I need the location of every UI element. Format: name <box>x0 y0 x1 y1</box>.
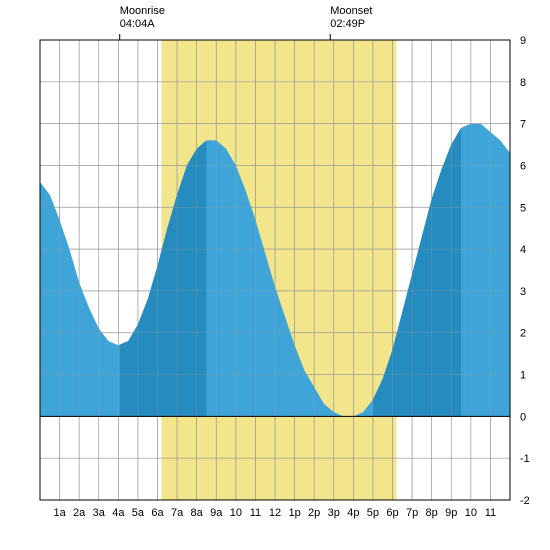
x-tick-label: 11 <box>250 507 261 519</box>
x-tick-label: 5p <box>367 507 379 519</box>
x-tick-label: 7p <box>406 507 418 519</box>
x-tick-label: 10 <box>465 507 477 519</box>
y-tick-label: 6 <box>520 160 526 172</box>
y-tick-label: 0 <box>520 411 526 423</box>
moonrise-label: Moonrise <box>120 5 165 17</box>
x-tick-label: 9a <box>210 507 223 519</box>
y-tick-label: 3 <box>520 286 526 298</box>
y-tick-label: 7 <box>520 119 526 131</box>
x-tick-label: 3a <box>93 507 106 519</box>
tide-chart: 1a2a3a4a5a6a7a8a9a1011121p2p3p4p5p6p7p8p… <box>0 0 550 550</box>
x-tick-label: 1p <box>288 507 300 519</box>
x-tick-label: 1a <box>53 507 66 519</box>
y-tick-label: 9 <box>520 35 526 47</box>
y-tick-label: -1 <box>520 453 530 465</box>
x-tick-label: 8p <box>426 507 438 519</box>
y-tick-label: 4 <box>520 244 526 256</box>
x-tick-label: 8a <box>191 507 204 519</box>
y-tick-label: -2 <box>520 495 530 507</box>
x-tick-label: 2p <box>308 507 320 519</box>
x-tick-label: 7a <box>171 507 184 519</box>
x-tick-label: 11 <box>485 507 496 519</box>
y-tick-label: 5 <box>520 202 526 214</box>
x-tick-label: 6a <box>151 507 164 519</box>
x-tick-label: 6p <box>386 507 398 519</box>
moonset-label: Moonset <box>330 5 372 17</box>
moonset-time: 02:49P <box>330 18 365 30</box>
x-tick-label: 10 <box>230 507 242 519</box>
x-tick-label: 5a <box>132 507 145 519</box>
x-tick-label: 12 <box>269 507 281 519</box>
tide-chart-svg: 1a2a3a4a5a6a7a8a9a1011121p2p3p4p5p6p7p8p… <box>0 0 550 550</box>
x-tick-label: 2a <box>73 507 86 519</box>
x-tick-label: 4a <box>112 507 125 519</box>
x-tick-label: 9p <box>445 507 457 519</box>
y-tick-label: 2 <box>520 328 526 340</box>
y-tick-label: 1 <box>520 370 526 382</box>
moonrise-time: 04:04A <box>120 18 156 30</box>
x-tick-label: 3p <box>328 507 340 519</box>
x-tick-label: 4p <box>347 507 359 519</box>
y-tick-label: 8 <box>520 77 526 89</box>
